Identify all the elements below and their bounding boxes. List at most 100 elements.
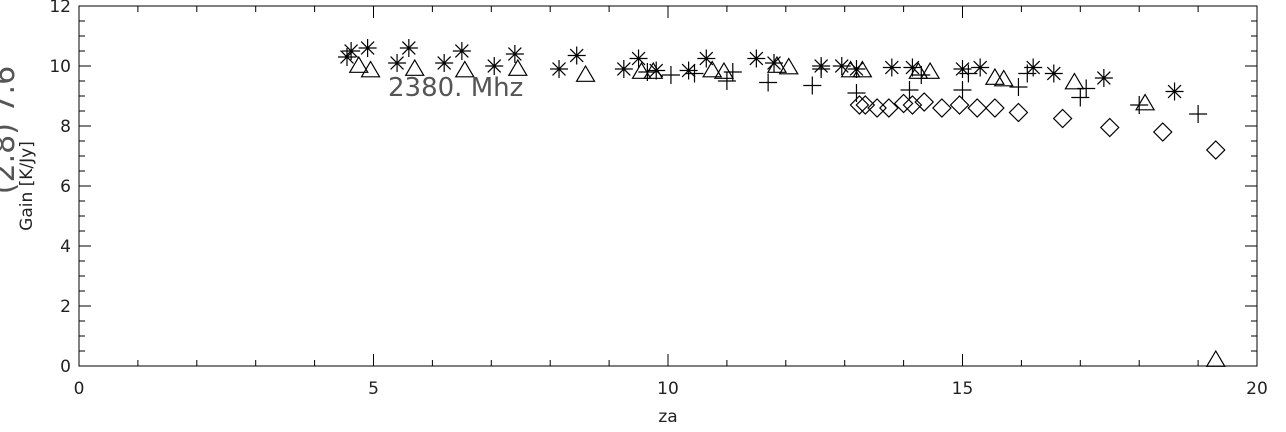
plus-marker — [912, 66, 931, 84]
triangle-marker — [908, 61, 929, 79]
asterisk-marker — [1024, 58, 1043, 77]
plus-marker — [1189, 105, 1208, 123]
triangle-marker — [713, 61, 735, 79]
triangle-marker — [404, 58, 425, 76]
asterisk-marker — [388, 54, 407, 72]
diamond-marker — [849, 95, 870, 115]
asterisk-marker — [629, 49, 648, 68]
diamond-marker — [1152, 122, 1173, 142]
plus-marker — [1077, 79, 1096, 98]
diamond-marker — [1008, 102, 1029, 123]
plus-marker — [953, 81, 972, 99]
diamond-marker — [949, 95, 970, 115]
diamond-marker — [985, 98, 1005, 118]
plus-marker — [638, 63, 657, 81]
asterisk-marker — [614, 60, 633, 78]
data-points — [337, 39, 1226, 367]
triangle-marker — [778, 57, 799, 75]
triangle-marker — [840, 60, 861, 78]
triangle-marker — [993, 69, 1014, 87]
plot-frame — [78, 5, 1258, 367]
asterisk-marker — [747, 49, 766, 68]
plus-marker — [723, 63, 742, 81]
y-tick-label: 4 — [60, 237, 71, 257]
asterisk-marker — [903, 58, 922, 77]
diamond-marker — [1205, 140, 1226, 160]
asterisk-marker — [882, 58, 901, 77]
diamond-marker — [879, 98, 899, 118]
y-tick-label: 10 — [49, 57, 71, 77]
y-tick-label: 0 — [60, 357, 71, 377]
diamond-marker — [893, 93, 914, 114]
triangle-marker — [360, 60, 381, 78]
diamond-marker — [932, 98, 952, 118]
plus-marker — [803, 76, 822, 95]
asterisk-marker — [1094, 69, 1113, 87]
triangle-marker — [348, 55, 369, 73]
x-tick-label: 0 — [74, 379, 85, 399]
asterisk-marker — [358, 39, 377, 57]
plus-marker — [661, 66, 680, 84]
triangle-marker — [766, 55, 788, 73]
triangle-marker — [507, 58, 528, 76]
x-tick-label: 15 — [952, 379, 974, 399]
y-tick-label: 6 — [60, 177, 71, 197]
asterisk-marker — [485, 57, 504, 75]
plus-marker — [1018, 64, 1037, 83]
asterisk-marker — [647, 61, 666, 80]
plus-marker — [900, 81, 919, 99]
asterisk-marker — [337, 48, 356, 66]
diamond-marker — [855, 95, 876, 115]
triangle-marker — [1205, 349, 1226, 367]
triangle-marker — [1135, 93, 1156, 111]
triangle-marker — [852, 60, 873, 78]
plus-marker — [812, 60, 831, 78]
asterisk-marker — [832, 57, 851, 75]
asterisk-marker — [342, 42, 361, 60]
overlay-annotation-rotated: (2.8) 7.6 — [0, 66, 22, 194]
triangle-marker — [643, 61, 664, 79]
triangle-marker — [984, 67, 1005, 85]
triangle-marker — [920, 61, 941, 79]
axis-ticks — [78, 5, 1258, 367]
plus-marker — [685, 64, 704, 83]
y-tick-label: 2 — [60, 297, 71, 317]
asterisk-marker — [399, 39, 418, 57]
asterisk-marker — [953, 60, 972, 78]
diamond-marker — [1052, 108, 1073, 129]
asterisk-marker — [697, 49, 716, 68]
plus-marker — [959, 64, 978, 83]
asterisk-marker — [452, 42, 471, 60]
asterisk-marker — [847, 60, 866, 78]
plus-marker — [759, 73, 778, 92]
asterisk-marker — [550, 60, 569, 78]
x-tick-label: 5 — [368, 379, 379, 399]
triangle-marker — [454, 60, 475, 78]
triangle-marker — [575, 64, 596, 82]
asterisk-marker — [505, 45, 524, 63]
x-tick-label: 20 — [1246, 379, 1268, 399]
asterisk-marker — [567, 46, 586, 65]
x-tick-label: 10 — [657, 379, 679, 399]
diamond-marker — [1099, 117, 1120, 138]
diamond-marker — [902, 95, 923, 115]
frequency-annotation: 2380. Mhz — [388, 73, 523, 103]
asterisk-marker — [971, 58, 990, 77]
y-axis-label: Gain [K/Jy] — [17, 141, 37, 231]
axis-tick-labels: 0 5 10 15 20 0 2 4 6 8 10 12 — [49, 0, 1267, 399]
asterisk-marker — [1165, 82, 1184, 101]
asterisk-marker — [679, 61, 698, 80]
asterisk-marker — [435, 54, 454, 72]
triangle-marker — [1064, 72, 1085, 90]
plus-marker — [1009, 78, 1028, 96]
triangle-marker — [702, 60, 723, 78]
diamond-marker — [914, 92, 935, 112]
y-tick-label: 12 — [49, 0, 71, 17]
diamond-marker — [967, 98, 988, 118]
x-axis-label: za — [658, 407, 677, 427]
y-tick-label: 8 — [60, 117, 71, 137]
plus-marker — [1130, 96, 1149, 114]
asterisk-marker — [1044, 64, 1063, 83]
triangle-marker — [631, 61, 652, 79]
